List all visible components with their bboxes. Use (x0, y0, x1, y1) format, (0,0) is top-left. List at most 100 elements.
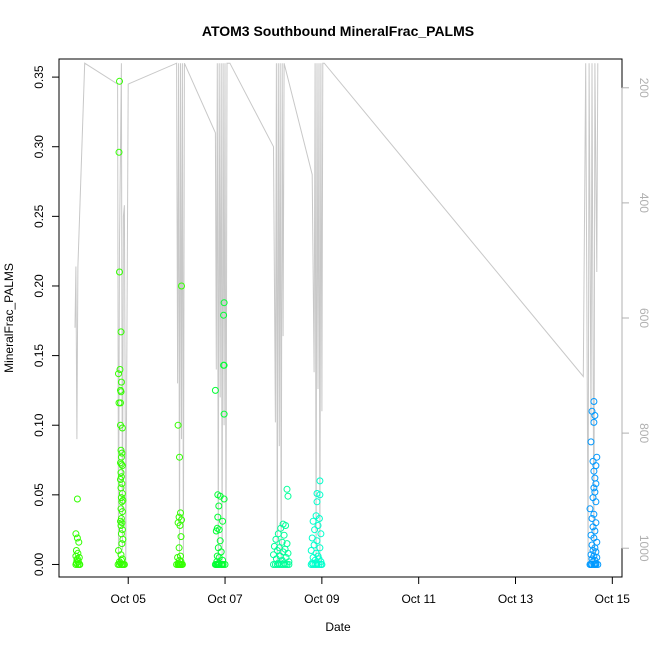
data-point-s0-38 (118, 480, 126, 488)
data-point-s0-3 (75, 538, 83, 546)
data-point-s1-11 (219, 517, 227, 525)
data-point-s2-32 (285, 561, 293, 568)
y2-tick-label-1: 400 (637, 193, 650, 213)
data-point-s4-17 (588, 515, 596, 522)
data-point-s0-75 (175, 544, 183, 552)
data-point-s1-3 (220, 361, 228, 369)
data-point-s0-19 (117, 328, 125, 336)
data-point-s2-8 (278, 538, 286, 546)
data-point-s3-27 (315, 561, 323, 568)
data-point-s0-29 (117, 446, 125, 454)
data-point-s4-40 (587, 561, 595, 568)
data-point-s0-22 (117, 378, 125, 386)
data-point-s0-73 (176, 522, 184, 529)
y-tick-label-5: 0.25 (32, 204, 46, 228)
data-point-s3-7 (314, 522, 322, 529)
data-point-s4-14 (592, 498, 600, 506)
data-point-s4-10 (592, 480, 600, 488)
data-point-s0-65 (114, 561, 122, 568)
data-point-s0-33 (117, 460, 125, 468)
data-point-s0-26 (117, 399, 124, 407)
data-point-s0-68 (176, 453, 183, 461)
data-point-s3-3 (313, 498, 321, 506)
data-point-s1-29 (214, 561, 222, 568)
x-tick-label-3: Oct 11 (401, 592, 436, 606)
y-tick-label-0: 0.00 (32, 552, 46, 576)
data-point-s2-15 (284, 549, 292, 557)
data-point-s1-14 (212, 527, 220, 535)
data-point-s4-4 (587, 438, 595, 446)
data-point-s0-28 (118, 424, 126, 432)
x-tick-label-1: Oct 07 (207, 592, 243, 606)
data-point-s3-6 (309, 517, 317, 525)
y2-tick-label-3: 800 (637, 423, 650, 443)
data-point-s4-19 (589, 523, 597, 531)
data-point-s0-47 (117, 517, 124, 525)
data-point-s3-26 (313, 561, 321, 568)
data-point-s4-8 (590, 467, 598, 475)
y-axis-right: 200 400 600 800 1000 (621, 78, 650, 562)
data-point-s3-2 (316, 491, 324, 499)
data-point-s0-52 (119, 535, 127, 543)
data-point-s1-4 (211, 386, 219, 394)
data-point-s2-7 (272, 535, 280, 543)
y-tick-label-6: 0.30 (32, 135, 46, 159)
data-point-s0-20 (116, 366, 124, 373)
y-tick-label-7: 0.35 (32, 65, 46, 89)
y2-tick-label-0: 200 (637, 78, 650, 98)
data-point-s1-0 (220, 299, 228, 307)
data-point-s0-2 (73, 534, 81, 542)
data-point-s2-1 (284, 492, 292, 500)
data-point-s3-12 (310, 541, 318, 549)
data-point-s0-45 (118, 508, 126, 516)
data-point-s0-37 (117, 476, 124, 483)
data-point-s0-43 (118, 498, 126, 506)
x-tick-label-5: Oct 15 (595, 592, 631, 606)
y-axis-label: MineralFrac_PALMS (2, 263, 16, 373)
data-point-s0-50 (118, 526, 126, 534)
data-point-s3-29 (318, 561, 326, 568)
data-point-s2-6 (280, 531, 288, 539)
y-tick-label-4: 0.20 (32, 274, 46, 298)
chart-title: ATOM3 Southbound MineralFrac_PALMS (202, 23, 474, 39)
data-point-s4-41 (591, 561, 599, 568)
data-point-s0-42 (119, 496, 127, 504)
data-point-s2-30 (281, 561, 289, 568)
data-point-s3-9 (317, 530, 325, 538)
data-point-s0-18 (116, 268, 123, 276)
data-point-s1-15 (216, 537, 224, 545)
data-point-s0-53 (118, 540, 126, 548)
data-point-s3-8 (311, 526, 319, 534)
x-axis-label: Date (325, 620, 351, 634)
data-point-s4-39 (594, 561, 602, 568)
data-point-s1-5 (220, 410, 228, 418)
y-tick-label-3: 0.15 (32, 344, 46, 368)
data-points-layer (72, 77, 602, 568)
y2-tick-label-2: 600 (637, 308, 650, 328)
data-point-s0-74 (177, 533, 185, 541)
data-point-s0-35 (117, 469, 125, 477)
data-point-s0-87 (177, 561, 184, 568)
x-tick-label-4: Oct 13 (498, 592, 534, 606)
data-point-s4-2 (591, 412, 599, 419)
data-point-s0-30 (118, 449, 126, 457)
x-tick-label-2: Oct 09 (304, 592, 340, 606)
data-point-s1-28 (221, 561, 229, 568)
data-point-s2-0 (283, 485, 291, 493)
data-point-s1-8 (220, 495, 228, 503)
data-point-s4-15 (586, 505, 594, 513)
data-point-s3-13 (316, 544, 324, 552)
data-point-s1-31 (212, 561, 220, 568)
data-point-s3-5 (315, 515, 323, 522)
data-point-s0-14 (72, 561, 80, 568)
data-point-s0-66 (178, 282, 185, 290)
x-axis: Oct 05 Oct 07 Oct 09 Oct 11 Oct 13 Oct 15 (111, 576, 631, 606)
data-point-s0-34 (118, 462, 126, 470)
data-point-s4-3 (590, 418, 598, 426)
data-point-s0-15 (76, 561, 84, 568)
data-point-s0-40 (118, 490, 126, 497)
x-tick-label-0: Oct 05 (111, 592, 147, 606)
